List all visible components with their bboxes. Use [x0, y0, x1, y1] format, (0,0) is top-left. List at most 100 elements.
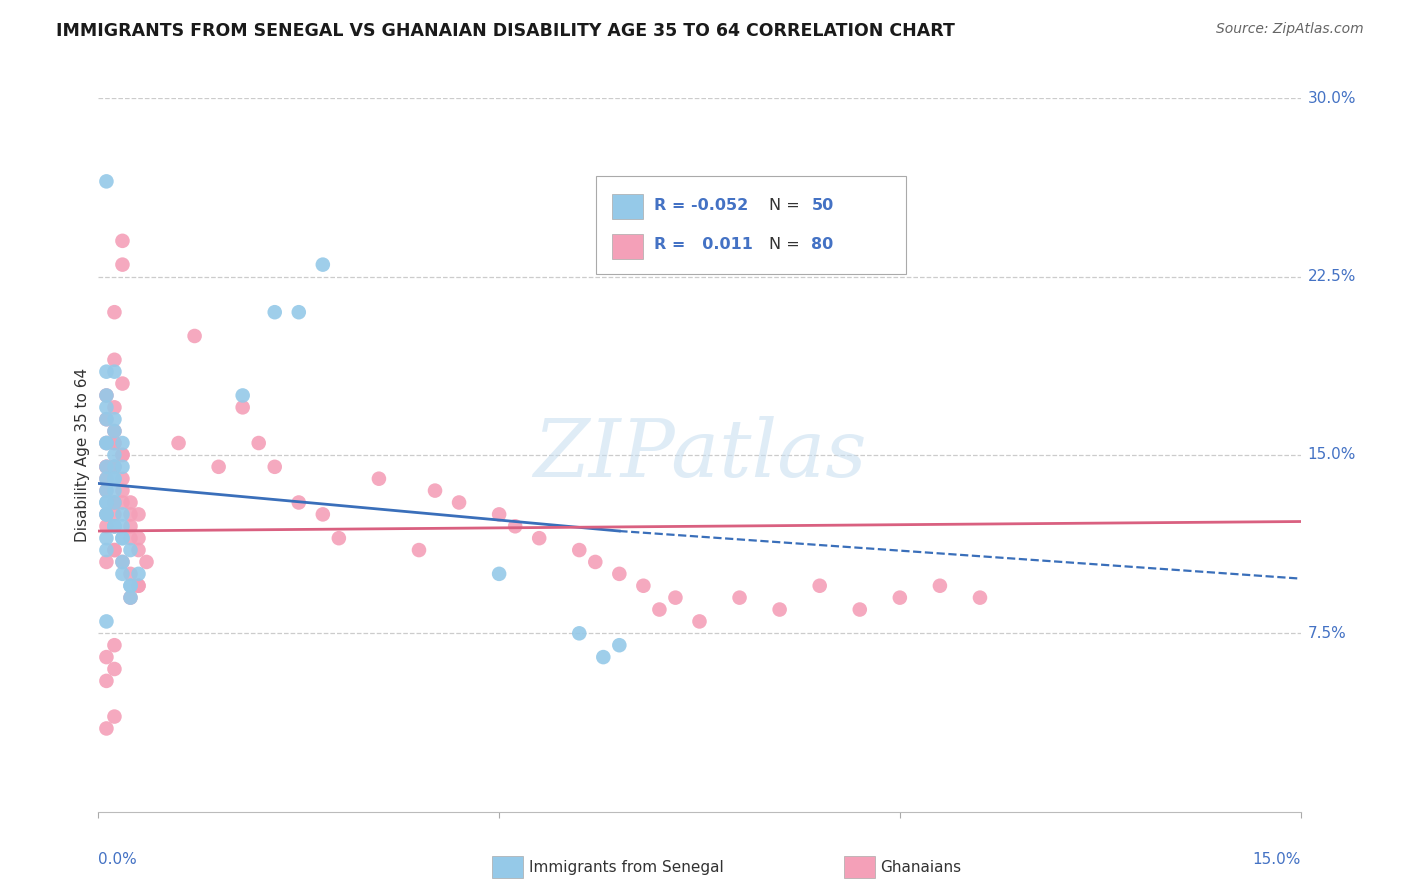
Text: IMMIGRANTS FROM SENEGAL VS GHANAIAN DISABILITY AGE 35 TO 64 CORRELATION CHART: IMMIGRANTS FROM SENEGAL VS GHANAIAN DISA…	[56, 22, 955, 40]
Point	[96, 436, 118, 450]
Point	[103, 365, 125, 379]
Point	[103, 483, 125, 498]
Point	[111, 531, 134, 545]
Point	[96, 508, 118, 522]
Point	[120, 579, 142, 593]
Point	[609, 566, 631, 581]
Point	[111, 258, 134, 272]
Text: 0.0%: 0.0%	[98, 852, 138, 867]
Point	[96, 650, 118, 665]
Point	[328, 531, 350, 545]
Text: 50: 50	[811, 198, 834, 212]
Point	[96, 412, 118, 426]
Text: 80: 80	[811, 237, 834, 252]
Point	[609, 638, 631, 652]
Point	[583, 555, 606, 569]
Point	[96, 472, 118, 486]
Point	[103, 472, 125, 486]
Point	[96, 459, 118, 474]
Point	[488, 566, 510, 581]
Point	[103, 543, 125, 558]
Point	[183, 329, 205, 343]
Point	[128, 566, 150, 581]
Point	[167, 436, 190, 450]
Point	[288, 495, 311, 509]
Point	[128, 508, 150, 522]
Point	[96, 365, 118, 379]
Point	[889, 591, 911, 605]
Point	[103, 472, 125, 486]
Point	[96, 412, 118, 426]
Point	[120, 543, 142, 558]
Text: Immigrants from Senegal: Immigrants from Senegal	[529, 860, 724, 874]
Point	[96, 436, 118, 450]
Point	[111, 519, 134, 533]
Point	[103, 519, 125, 533]
Text: ZIPatlas: ZIPatlas	[533, 417, 866, 493]
Point	[664, 591, 686, 605]
Point	[103, 495, 125, 509]
Point	[111, 555, 134, 569]
Text: 30.0%: 30.0%	[1308, 91, 1355, 105]
Point	[969, 591, 991, 605]
Point	[529, 531, 551, 545]
Point	[111, 448, 134, 462]
Point	[312, 508, 335, 522]
Point	[103, 519, 125, 533]
Point	[103, 495, 125, 509]
Point	[128, 531, 150, 545]
Point	[96, 174, 118, 188]
Point	[103, 709, 125, 723]
Point	[103, 424, 125, 438]
Point	[368, 472, 391, 486]
Point	[111, 448, 134, 462]
Text: N =: N =	[769, 198, 806, 212]
Text: 7.5%: 7.5%	[1308, 626, 1347, 640]
Point	[808, 579, 831, 593]
Text: 15.0%: 15.0%	[1253, 852, 1301, 867]
Point	[488, 508, 510, 522]
Point	[688, 615, 710, 629]
Point	[96, 531, 118, 545]
Point	[111, 566, 134, 581]
Y-axis label: Disability Age 35 to 64: Disability Age 35 to 64	[75, 368, 90, 542]
Point	[503, 519, 526, 533]
Point	[111, 376, 134, 391]
Point	[135, 555, 157, 569]
Point	[120, 591, 142, 605]
Point	[103, 459, 125, 474]
Point	[312, 258, 335, 272]
Point	[111, 495, 134, 509]
Point	[103, 459, 125, 474]
Point	[96, 508, 118, 522]
Point	[96, 508, 118, 522]
Point	[96, 472, 118, 486]
Point	[103, 412, 125, 426]
Point	[96, 615, 118, 629]
Point	[103, 459, 125, 474]
Point	[96, 483, 118, 498]
Point	[96, 673, 118, 688]
Point	[111, 436, 134, 450]
Point	[728, 591, 751, 605]
Point	[247, 436, 270, 450]
Point	[111, 234, 134, 248]
Point	[96, 555, 118, 569]
Point	[111, 555, 134, 569]
Point	[128, 579, 150, 593]
Point	[111, 472, 134, 486]
Point	[96, 459, 118, 474]
Point	[592, 650, 614, 665]
Point	[232, 401, 254, 415]
Point	[120, 519, 142, 533]
Point	[447, 495, 470, 509]
Point	[103, 495, 125, 509]
Point	[103, 448, 125, 462]
Point	[128, 543, 150, 558]
Point	[263, 459, 285, 474]
Point	[120, 508, 142, 522]
Text: N =: N =	[769, 237, 806, 252]
Point	[120, 531, 142, 545]
Point	[103, 401, 125, 415]
Point	[120, 495, 142, 509]
